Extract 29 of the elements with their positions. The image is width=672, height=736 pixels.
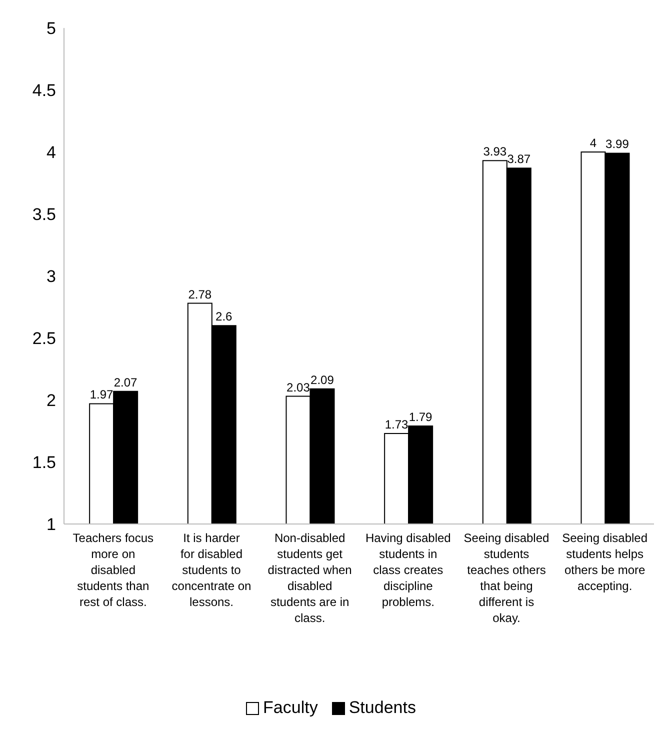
data-label: 3.87: [507, 152, 531, 166]
legend-label: Students: [348, 698, 416, 718]
y-tick-label: 2.5: [32, 329, 56, 348]
x-tick-label: It is harder for disabled students to concentrate on lessons.: [172, 531, 252, 609]
y-tick-label: 4.5: [32, 81, 56, 100]
data-label: 1.79: [408, 410, 433, 424]
y-tick-label: 1.5: [32, 453, 56, 472]
data-label: 2.78: [188, 287, 212, 302]
y-tick-label: 3.5: [32, 205, 56, 224]
y-tick-label: 1: [46, 515, 56, 534]
data-label: 1.73: [384, 417, 409, 432]
data-label: 4: [590, 136, 597, 150]
x-tick-label: Seeing disabled students teaches others that being different is okay.: [464, 531, 550, 625]
y-tick-label: 5: [46, 19, 56, 38]
y-tick-label: 2: [46, 391, 56, 410]
y-tick-label: 3: [46, 267, 56, 286]
x-tick-label: Having disabled students in class creates discipline problems.: [365, 531, 451, 609]
x-tick-label: Teachers focus more on disabled students than rest of class.: [72, 531, 154, 609]
data-label: 2.09: [310, 372, 334, 387]
data-label: 3.99: [606, 137, 630, 152]
data-label: 2.07: [114, 375, 138, 390]
x-tick-label: Seeing disabled students helps others be more accepting.: [562, 531, 648, 593]
data-label: 2.6: [216, 310, 233, 324]
data-label: 2.03: [286, 380, 310, 394]
data-label: 1.97: [90, 388, 114, 402]
legend-label: Faculty: [262, 698, 318, 718]
data-label: 3.93: [483, 144, 507, 159]
x-tick-label: Non-disabled students get distracted when disabled students are in class.: [268, 531, 352, 625]
y-tick-label: 4: [46, 143, 56, 162]
